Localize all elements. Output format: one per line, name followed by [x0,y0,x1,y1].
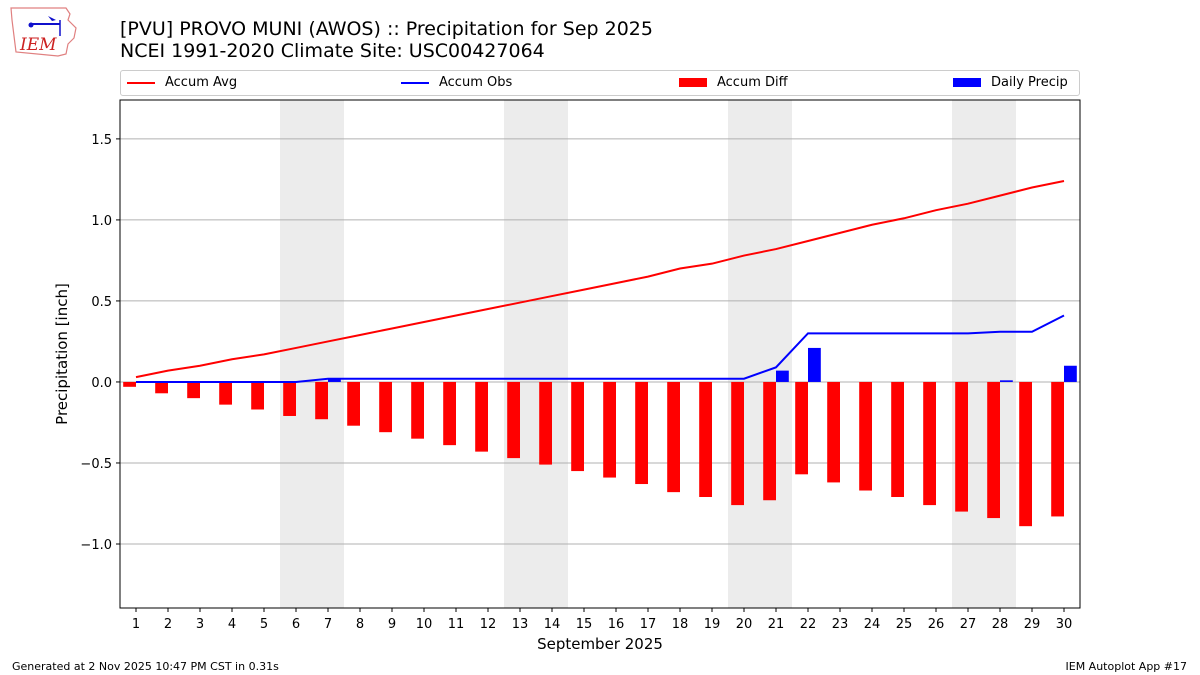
accum-diff-bar [923,381,936,506]
accum-diff-bar [731,381,744,506]
x-tick-label: 4 [228,617,236,632]
accum-obs-line [136,314,1065,383]
x-tick-label: 19 [704,617,721,632]
x-tick-label: 14 [544,617,561,632]
x-tick-label: 18 [672,617,689,632]
legend-label: Accum Avg [165,75,238,90]
weekend-shade [952,100,1016,608]
y-tick-label: 1.5 [91,133,112,148]
x-tick-label: 5 [260,617,268,632]
daily-precip-bar [328,378,341,382]
y-tick-label: −1.0 [80,538,112,553]
legend-daily-precip: Daily Precip [953,75,1068,90]
x-tick-label: 28 [992,617,1009,632]
x-tick-label: 7 [324,617,332,632]
accum-diff-bar [635,381,648,485]
legend: Accum Avg Accum Obs Accum Diff Daily Pre… [120,70,1080,96]
accum-diff-bar [891,381,904,498]
x-tick-label: 2 [164,617,172,632]
accum-diff-bar [955,381,968,512]
accum-diff-bar [315,381,328,420]
y-tick-label: 1.0 [91,214,112,229]
generated-note: Generated at 2 Nov 2025 10:47 PM CST in … [12,660,279,673]
x-tick-label: 15 [576,617,593,632]
x-tick-label: 11 [448,617,465,632]
x-tick-label: 26 [928,617,945,632]
x-tick-label: 16 [608,617,625,632]
accum-diff-bar [539,381,552,465]
iem-logo: IEM [8,6,80,58]
x-tick-label: 30 [1056,617,1073,632]
accum-diff-bar [219,381,232,405]
accum-diff-bar [827,381,840,483]
accum-diff-bar [1051,381,1064,517]
x-tick-label: 13 [512,617,529,632]
chart-title: [PVU] PROVO MUNI (AWOS) :: Precipitation… [120,18,653,40]
accum-diff-bar [667,381,680,493]
accum-diff-bar [699,381,712,498]
accum-diff-bar [155,381,168,394]
weekend-shade [728,100,792,608]
chart-subtitle: NCEI 1991-2020 Climate Site: USC00427064 [120,40,545,62]
daily-precip-bar [776,370,789,382]
x-tick-label: 17 [640,617,657,632]
y-tick-label: 0.5 [91,295,112,310]
x-tick-label: 10 [416,617,433,632]
y-tick-label: 0.0 [91,376,112,391]
weekend-shade [280,100,344,608]
legend-accum-obs: Accum Obs [401,75,512,90]
accum-diff-bar [795,381,808,475]
x-axis-label: September 2025 [537,635,663,653]
accum-diff-bar [571,381,584,472]
plot-frame [119,99,1081,609]
x-tick-label: 1 [132,617,140,632]
x-tick-label: 25 [896,617,913,632]
x-tick-label: 23 [832,617,849,632]
x-tick-label: 9 [388,617,396,632]
accum-diff-bar [475,381,488,452]
x-tick-label: 21 [768,617,785,632]
y-tick-label: −0.5 [80,457,112,472]
accum-diff-bar [987,381,1000,519]
svg-text:IEM: IEM [19,35,57,55]
x-tick-label: 29 [1024,617,1041,632]
accum-diff-bar [859,381,872,491]
accum-diff-bar [123,381,136,387]
y-axis-label: Precipitation [inch] [53,283,71,425]
accum-diff-bar [443,381,456,446]
accum-diff-bar [187,381,200,399]
accum-diff-bar [251,381,264,410]
weekend-shade [504,100,568,608]
x-tick-label: 6 [292,617,300,632]
app-note: IEM Autoplot App #17 [1065,660,1188,673]
accum-diff-bar [283,381,296,416]
daily-precip-bar [1000,380,1013,382]
legend-accum-diff: Accum Diff [679,75,788,90]
legend-label: Daily Precip [991,75,1068,90]
accum-diff-bar [347,381,360,426]
accum-diff-bar [763,381,776,501]
accum-diff-bar [411,381,424,439]
accum-diff-bar [603,381,616,478]
x-tick-label: 12 [480,617,497,632]
daily-precip-bar [1064,365,1077,382]
x-tick-label: 22 [800,617,817,632]
legend-accum-avg: Accum Avg [127,75,237,90]
x-tick-label: 27 [960,617,977,632]
legend-label: Accum Diff [717,75,788,90]
x-tick-label: 8 [356,617,364,632]
x-tick-label: 24 [864,617,881,632]
accum-avg-line [135,180,1065,379]
accum-diff-bar [507,381,520,459]
x-tick-label: 20 [736,617,753,632]
daily-precip-bar [808,347,821,382]
x-tick-label: 3 [196,617,204,632]
legend-label: Accum Obs [439,75,513,90]
accum-diff-bar [1019,381,1032,527]
accum-diff-bar [379,381,392,433]
